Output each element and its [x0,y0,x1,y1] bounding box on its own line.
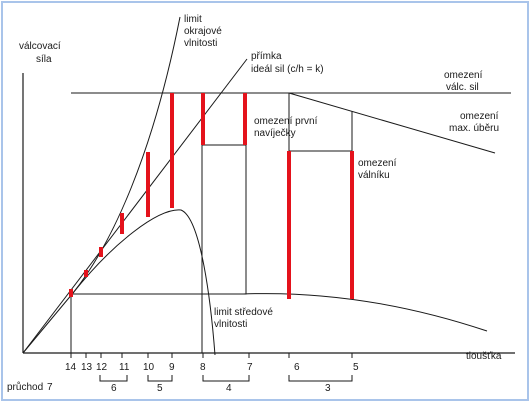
ideal-line-label-line1: přímka [251,51,282,62]
pass-label: průchod [7,381,43,393]
tick-label-11: 11 [119,362,130,373]
roll-limit-label-line2: válníku [358,170,390,181]
first-coiler-label-line1: omezení první [254,116,318,127]
tick-label-7: 7 [247,362,253,373]
center-waviness-curve [72,209,216,356]
tick-label-12: 12 [96,362,108,373]
roll-force-limit-label-line2: válc. sil [446,82,479,93]
edge-waviness-limit-curve [22,16,181,354]
edge-limit-label-line1: limit [184,14,202,25]
tick-label-14: 14 [65,362,77,373]
max-reduction-limit-line [288,92,496,154]
pass-number-5: 5 [157,383,163,394]
tick-label-8: 8 [200,362,206,373]
tick-label-13: 13 [81,362,93,373]
rolling-schedule-diagram: válcovací síla tloušťka omezení válc. si… [7,14,515,394]
tick-label-6: 6 [294,362,300,373]
roll-limit-label-line1: omezení [358,158,397,169]
roll-bench-limit-curve [73,293,488,332]
ideal-force-line [22,58,248,354]
max-reduction-label-line2: max. úběru [449,123,499,134]
max-reduction-label-line1: omezení [460,111,499,122]
edge-limit-label-line2: okrajové [184,26,222,37]
ideal-line-label-line2: ideál sil (c/h = k) [251,64,324,75]
tick-label-5: 5 [353,362,359,373]
edge-limit-label-line3: vlnitosti [184,38,217,49]
tick-label-10: 10 [143,362,155,373]
x-axis-label: tloušťka [466,351,502,362]
y-axis-label-line2: síla [36,54,52,65]
center-limit-label-line1: limit středové [214,307,273,318]
pass-number-7: 7 [47,382,53,393]
tick-label-9: 9 [169,362,175,373]
x-axis-ticks [70,353,353,358]
pass-number-3: 3 [325,383,331,394]
center-limit-label-line2: vlnitosti [214,319,247,330]
first-coiler-label-line2: navíječky [254,128,296,139]
pass-brackets [99,375,353,382]
y-axis-label-line1: válcovací [19,41,61,52]
roll-force-limit-label-line1: omezení [444,70,483,81]
pass-number-4: 4 [226,383,232,394]
pass-number-6: 6 [111,383,117,394]
first-coiler-limit-box [201,144,247,295]
